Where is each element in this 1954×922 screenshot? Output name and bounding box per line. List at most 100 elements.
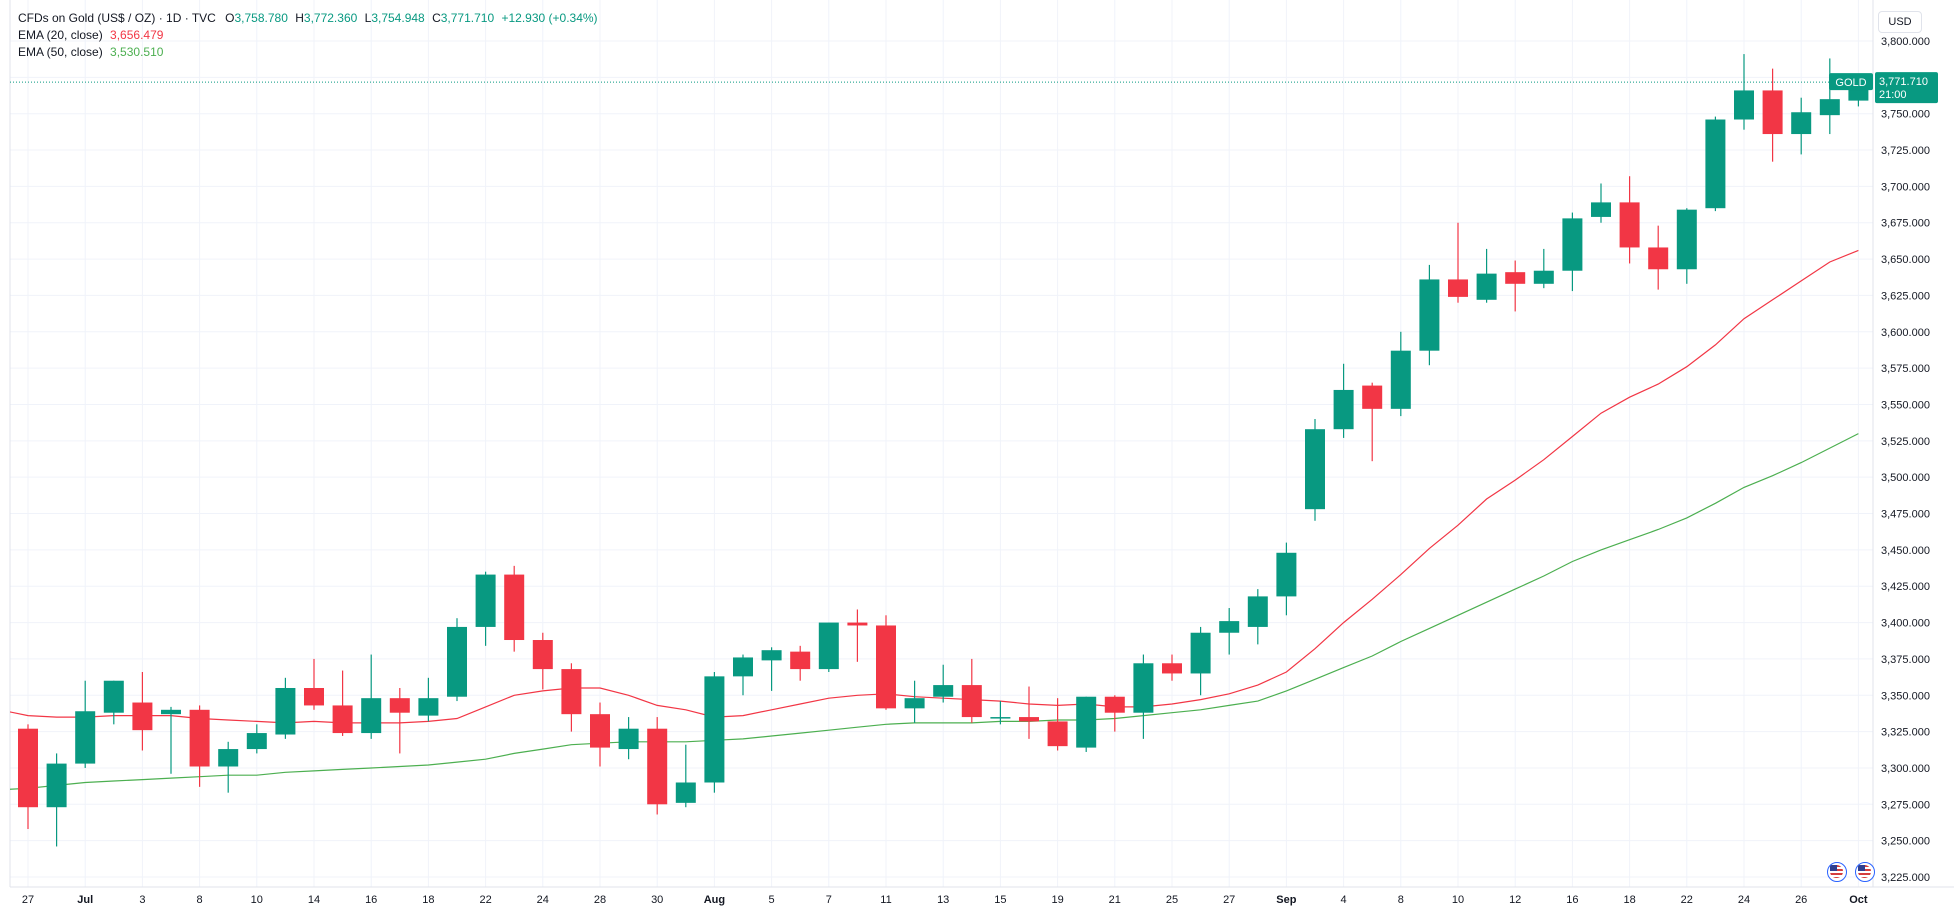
time-tick-label: Sep <box>1276 894 1296 906</box>
price-tick-label: 3,675.000 <box>1881 218 1930 230</box>
ema50-value: 3,530.510 <box>110 45 164 59</box>
candle-body <box>1591 202 1611 217</box>
candle-body <box>1305 429 1325 510</box>
candle-down <box>1619 176 1640 264</box>
time-tick-label: 27 <box>1223 894 1235 906</box>
low-value: 3,754.948 <box>371 11 425 25</box>
candle-body <box>561 669 582 715</box>
high-label: H <box>295 11 304 25</box>
candle-up <box>675 744 696 808</box>
time-tick-label: 8 <box>1398 894 1404 906</box>
candle-body <box>18 728 38 808</box>
candle-body <box>389 698 410 713</box>
price-tick-label: 3,500.000 <box>1881 472 1930 484</box>
candle-body <box>1276 552 1297 597</box>
time-tick-label: 30 <box>651 894 663 906</box>
candle-up <box>1419 264 1440 366</box>
candle-down <box>847 609 868 662</box>
candle-body <box>1019 717 1039 722</box>
time-tick-label: 7 <box>826 894 832 906</box>
candle-body <box>1047 721 1068 747</box>
candle-down <box>1648 225 1669 290</box>
candle-up <box>275 677 296 739</box>
ema50-legend-row[interactable]: EMA (50, close) 3,530.510 <box>18 44 598 61</box>
candle-body <box>418 698 439 716</box>
currency-button[interactable]: USD <box>1878 11 1922 33</box>
candle-body <box>1133 663 1154 713</box>
candle-body <box>161 709 181 715</box>
ema20-legend-row[interactable]: EMA (20, close) 3,656.479 <box>18 27 598 44</box>
candle-body <box>447 626 467 697</box>
time-tick-label: 3 <box>139 894 145 906</box>
candle-body <box>1762 90 1783 135</box>
price-tick-label: 3,725.000 <box>1881 145 1930 157</box>
candles <box>18 54 1869 847</box>
candle-up <box>1133 654 1154 739</box>
candle-down <box>304 658 324 710</box>
candle-body <box>904 698 925 709</box>
time-tick-label: 5 <box>769 894 775 906</box>
close-label: C <box>432 11 441 25</box>
candle-up <box>1562 212 1583 292</box>
candle-up <box>1219 608 1240 655</box>
candle-up <box>704 671 725 793</box>
candle-down <box>876 615 896 710</box>
candle-body <box>504 574 525 641</box>
time-axis: 27 Jul 3 8 10 14 16 18 22 24 28 30 Aug 5 7 11 13 15 19 21 25… <box>22 894 1868 906</box>
ema20-value: 3,656.479 <box>110 28 164 42</box>
candle-down <box>647 717 668 815</box>
price-tick-label: 3,350.000 <box>1881 690 1930 702</box>
high-value: 3,772.360 <box>303 11 358 25</box>
ema20-label: EMA (20, close) <box>18 28 103 42</box>
time-tick-label: 13 <box>937 894 949 906</box>
candle-up <box>904 680 925 723</box>
price-tick-label: 3,800.000 <box>1881 36 1930 48</box>
candle-down <box>1362 382 1383 462</box>
ema50-line <box>10 433 1859 790</box>
candle-body <box>876 625 896 709</box>
time-tick-label: 12 <box>1509 894 1521 906</box>
price-tick-label: 3,600.000 <box>1881 327 1930 339</box>
low-label: L <box>364 11 372 25</box>
symbol-label[interactable]: CFDs on Gold (US$ / OZ) · 1D · TVC <box>18 11 216 25</box>
us-flag-icon[interactable] <box>1855 862 1875 882</box>
candle-down <box>1047 698 1068 751</box>
time-tick-label: 24 <box>1738 894 1750 906</box>
candle-up <box>618 717 639 760</box>
time-tick-label: 22 <box>479 894 491 906</box>
candle-body <box>103 680 124 713</box>
candle-body <box>46 763 67 808</box>
candle-body <box>361 698 382 734</box>
candle-body <box>590 714 610 748</box>
candle-up <box>1705 116 1726 212</box>
candle-up <box>1476 248 1497 303</box>
candle-body <box>275 687 296 735</box>
ema50-label: EMA (50, close) <box>18 45 103 59</box>
candle-body <box>1333 389 1354 430</box>
candle-body <box>304 687 324 706</box>
candle-body <box>933 685 954 697</box>
time-tick-label: 22 <box>1681 894 1693 906</box>
us-flag-icon[interactable] <box>1827 862 1847 882</box>
price-tick-label: 3,400.000 <box>1881 618 1930 630</box>
time-tick-label: Oct <box>1849 894 1868 906</box>
candle-body <box>961 685 982 718</box>
ticker-label: GOLD <box>1835 77 1866 89</box>
candle-body <box>1562 218 1583 271</box>
time-tick-label: 24 <box>537 894 549 906</box>
time-tick-label: 28 <box>594 894 606 906</box>
candle-down <box>504 565 525 652</box>
time-tick-label: 16 <box>1566 894 1578 906</box>
candle-body <box>1734 90 1754 120</box>
candle-up <box>361 654 382 739</box>
price-tick-label: 3,525.000 <box>1881 436 1930 448</box>
price-tick-label: 3,275.000 <box>1881 799 1930 811</box>
candle-body <box>332 705 353 734</box>
candle-down <box>1019 686 1039 739</box>
candle-body <box>246 733 267 750</box>
plot-area <box>10 54 1873 847</box>
candle-body <box>790 651 811 670</box>
